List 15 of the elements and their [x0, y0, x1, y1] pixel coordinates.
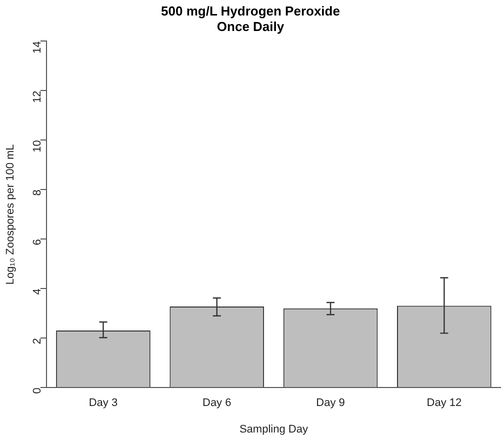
x-tick-label: Day 12	[426, 397, 462, 410]
y-tick-label: 2	[31, 338, 44, 344]
y-tick-label: 10	[31, 140, 44, 152]
y-tick-label: 4	[31, 288, 44, 295]
y-axis-title: Log₁₀ Zoospores per 100 mL	[4, 144, 17, 285]
x-axis-title: Sampling Day	[239, 423, 308, 436]
y-tick-label: 6	[31, 239, 44, 246]
x-tick-label: Day 6	[202, 397, 232, 410]
y-tick-label: 0	[31, 388, 44, 394]
x-tick-label: Day 9	[316, 397, 345, 410]
x-tick-label: Day 3	[88, 397, 118, 410]
chart-title: 500 mg/L Hydrogen Peroxide Once Daily	[161, 3, 340, 34]
y-tick-label: 14	[31, 41, 44, 54]
y-tick-label: 12	[31, 90, 44, 103]
y-tick-label: 8	[31, 190, 44, 196]
